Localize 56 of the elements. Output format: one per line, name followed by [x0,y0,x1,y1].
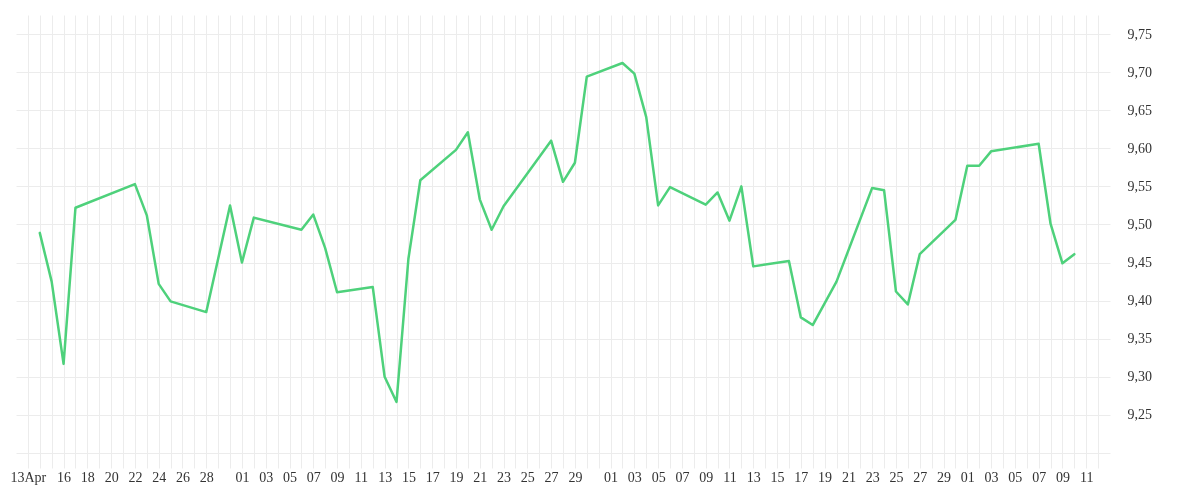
x-tick-label: 25 [889,469,904,485]
x-tick-label: 13 [746,469,761,485]
x-tick-label: 23 [865,469,880,485]
x-tick-label: 17 [794,469,809,485]
x-tick-label: 07 [1032,469,1047,485]
x-tick-label: 11 [723,469,737,485]
x-tick-label: 07 [306,469,321,485]
x-tick-label: 01 [960,469,975,485]
x-tick-label: 24 [152,469,167,485]
x-tick-label: 13 [378,469,393,485]
x-tick-label: 27 [913,469,928,485]
x-tick-label: 18 [80,469,95,485]
y-tick-label: 9,70 [1127,64,1152,80]
x-tick-label: 21 [473,469,488,485]
x-tick-label: 19 [449,469,464,485]
x-tick-label: 16 [57,469,72,485]
x-tick-label: 05 [651,469,666,485]
x-tick-label: 13Apr [10,469,47,485]
y-tick-label: 9,60 [1127,140,1152,156]
x-tick-label: 03 [259,469,274,485]
x-tick-label: 21 [841,469,856,485]
x-tick-label: 17 [425,469,440,485]
x-tick-label: 05 [1008,469,1023,485]
x-tick-label: 27 [544,469,559,485]
x-tick-label: 07 [675,469,690,485]
x-tick-label: 09 [699,469,714,485]
x-tick-label: 19 [818,469,833,485]
x-tick-label: 26 [175,469,190,485]
x-tick-label: 11 [354,469,369,485]
line-series [38,61,1076,404]
x-tick-label: 09 [330,469,345,485]
y-tick-label: 9,25 [1127,407,1152,423]
x-tick-label: 01 [235,469,250,485]
y-tick-label: 9,30 [1127,369,1152,385]
y-tick-label: 9,55 [1127,178,1152,194]
x-tick-label: 23 [497,469,512,485]
x-tick-label: 05 [283,469,297,485]
x-tick-label: 01 [604,469,619,485]
x-tick-label: 22 [128,469,143,485]
x-tick-label: 15 [770,469,785,485]
y-tick-label: 9,50 [1127,216,1152,232]
x-tick-label: 29 [568,469,583,485]
x-tick-label: 03 [984,469,999,485]
y-tick-label: 9,75 [1127,26,1152,42]
x-tick-label: 28 [199,469,214,485]
y-tick-label: 9,35 [1127,331,1152,347]
x-tick-label: 03 [627,469,642,485]
y-tick-label: 9,45 [1127,255,1152,271]
y-tick-label: 9,65 [1127,102,1152,118]
x-tick-label: 29 [937,469,952,485]
x-tick-label: 20 [104,469,119,485]
x-tick-label: 09 [1055,469,1070,485]
x-tick-label: 25 [520,469,535,485]
y-tick-label: 9,40 [1127,293,1152,309]
x-tick-label: 15 [401,469,416,485]
x-tick-label: 11 [1079,469,1094,485]
